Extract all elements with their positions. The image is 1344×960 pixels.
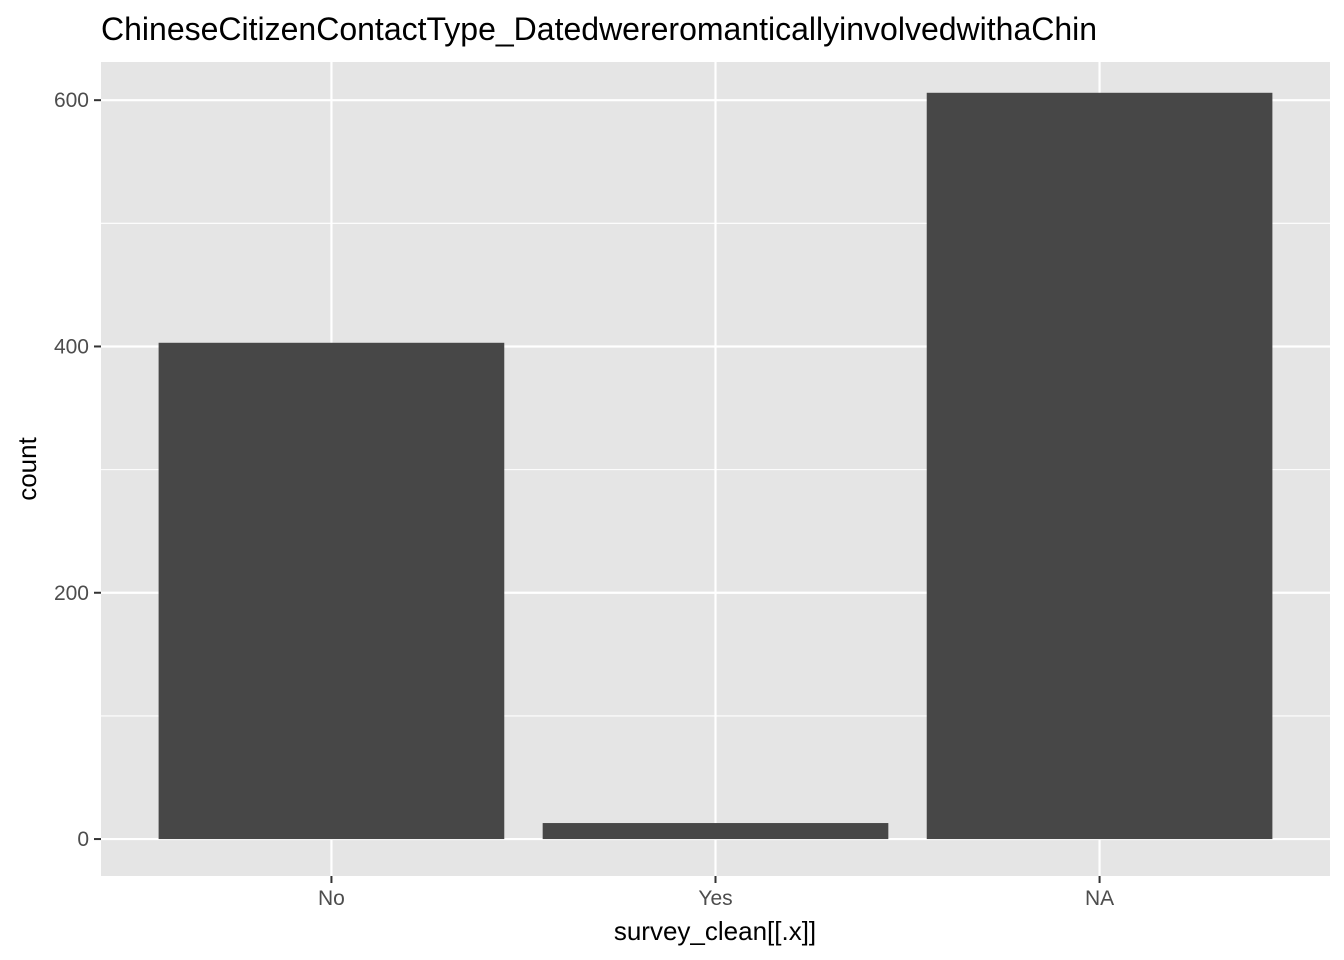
- bar-yes: [542, 823, 889, 840]
- y-tick-label: 0: [77, 828, 89, 851]
- x-tick-label: No: [318, 887, 345, 910]
- x-tick-label: NA: [1085, 887, 1114, 910]
- x-axis-label: survey_clean[[.x]]: [614, 916, 816, 946]
- chart-title: ChineseCitizenContactType_Datedwereroman…: [101, 11, 1097, 47]
- x-axis: No Yes NA: [318, 876, 1114, 910]
- bar-na: [926, 92, 1273, 840]
- y-axis-label: count: [12, 436, 42, 500]
- bar-no: [158, 342, 505, 840]
- x-tick-label: Yes: [698, 887, 732, 910]
- y-tick-label: 600: [54, 89, 89, 112]
- y-tick-label: 200: [54, 582, 89, 605]
- y-axis: 0 200 400 600: [54, 89, 101, 851]
- bars: [158, 92, 1273, 840]
- y-tick-label: 400: [54, 335, 89, 358]
